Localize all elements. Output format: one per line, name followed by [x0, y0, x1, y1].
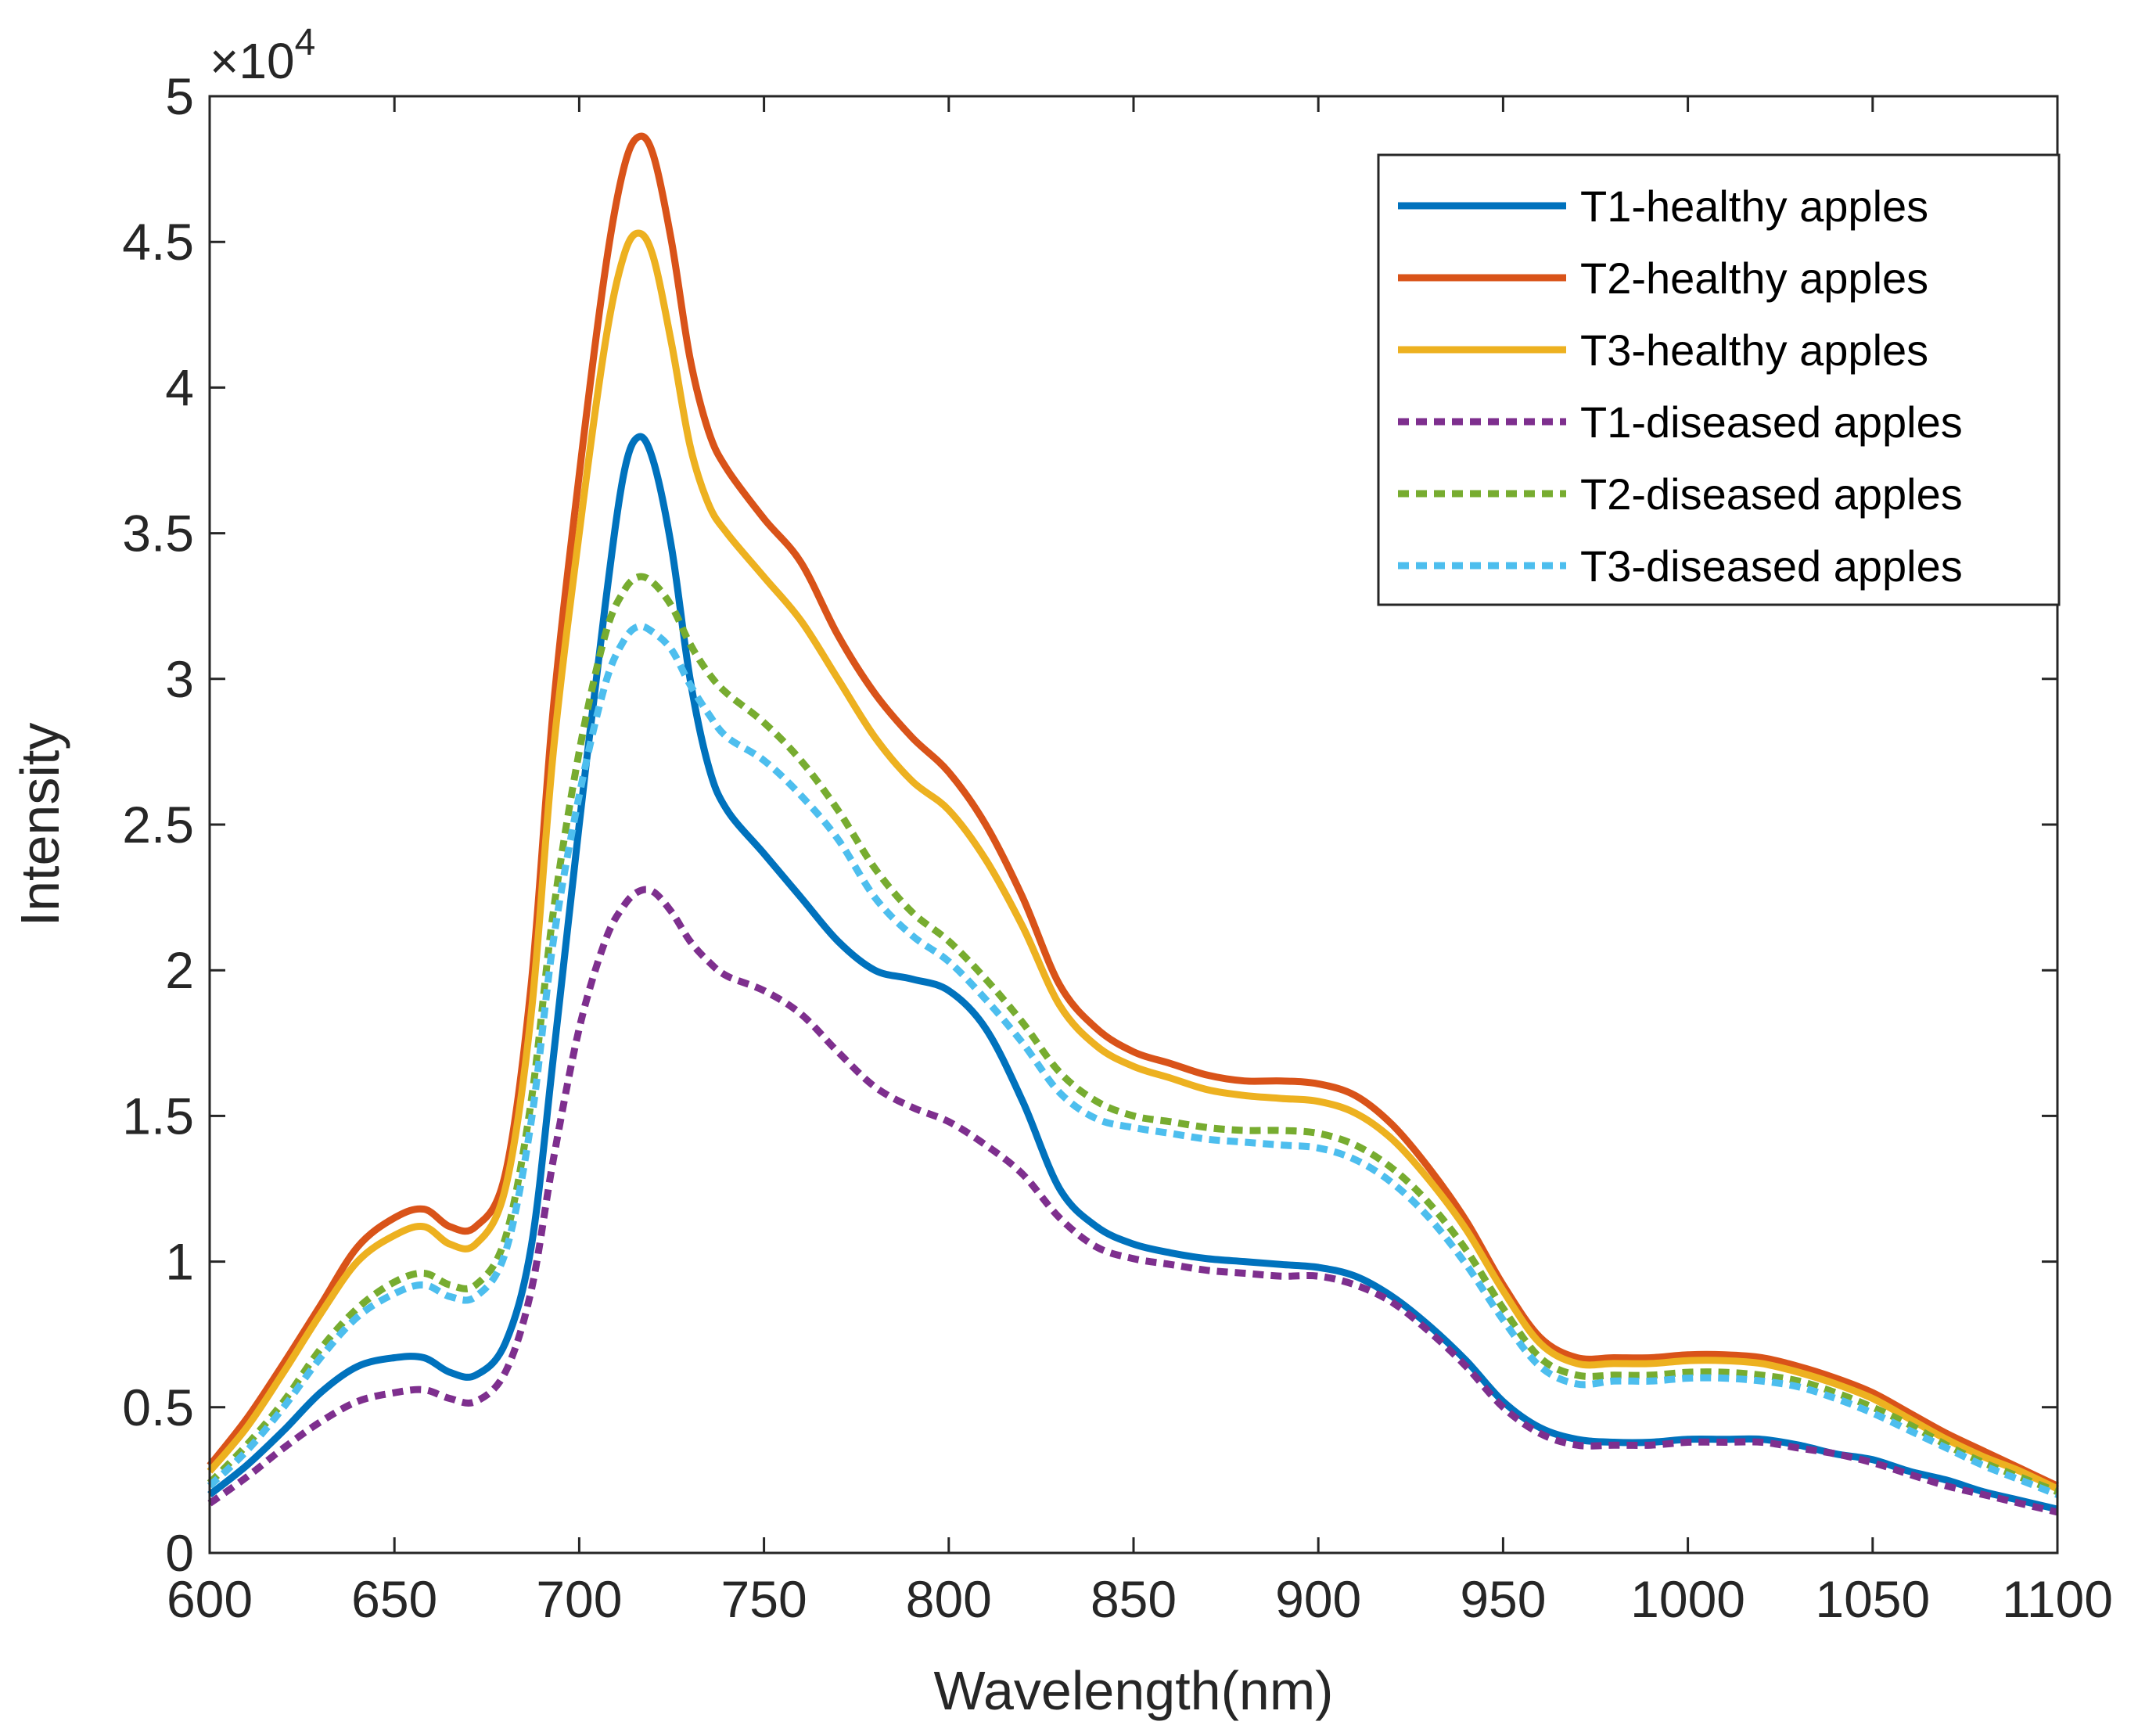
- y-tick-label: 4: [165, 358, 194, 416]
- series-line-t1-diseased-apples: [207, 886, 2059, 1516]
- x-tick-label: 750: [721, 1570, 807, 1628]
- series-line-t2-diseased-apples: [207, 573, 2059, 1495]
- x-axis-title: Wavelength(nm): [934, 1660, 1334, 1721]
- series-line-t3-diseased-apples: [207, 622, 2059, 1498]
- y-multiplier-exponent: 4: [295, 22, 316, 63]
- y-tick-label: 4.5: [122, 213, 194, 271]
- x-tick-label: 850: [1091, 1570, 1177, 1628]
- y-tick-label: 5: [165, 67, 194, 125]
- y-tick-label: 1: [165, 1233, 194, 1291]
- tick-labels: 600 650 700 750 800 850 900 950 1000 1050 1100 0 0.5…: [122, 67, 2113, 1628]
- y-multiplier-base: ×10: [210, 33, 295, 89]
- series-line-t3-healthy-apples: [207, 229, 2059, 1493]
- legend-label: T1-healthy apples: [1580, 182, 1928, 231]
- y-tick-label: 3: [165, 650, 194, 708]
- x-tick-label: 900: [1275, 1570, 1361, 1628]
- legend: T1-healthy apples T2-healthy apples T3-hea…: [1377, 153, 2061, 606]
- legend-label: T3-healthy apples: [1580, 325, 1928, 375]
- legend-label: T1-diseased apples: [1580, 397, 1963, 447]
- y-tick-label: 2: [165, 941, 194, 999]
- legend-label: T2-diseased apples: [1580, 469, 1963, 519]
- x-tick-label: 950: [1460, 1570, 1546, 1628]
- y-tick-label: 0.5: [122, 1378, 194, 1436]
- y-tick-label: 0: [165, 1524, 194, 1582]
- y-multiplier-label: ×104: [210, 22, 315, 89]
- plot-frame: [208, 95, 2059, 1554]
- y-tick-label: 3.5: [122, 505, 194, 562]
- y-axis-title: Intensity: [9, 723, 70, 927]
- legend-label: T3-diseased apples: [1580, 541, 1963, 591]
- x-tick-label: 1100: [2002, 1570, 2113, 1628]
- x-tick-label: 600: [167, 1570, 253, 1628]
- x-tick-label: 700: [536, 1570, 622, 1628]
- y-tick-label: 1.5: [122, 1087, 194, 1145]
- x-tick-label: 650: [351, 1570, 437, 1628]
- x-tick-label: 1050: [1815, 1570, 1930, 1628]
- legend-box: [1377, 153, 2061, 606]
- y-tick-label: 2.5: [122, 796, 194, 854]
- x-tick-label: 800: [906, 1570, 992, 1628]
- legend-label: T2-healthy apples: [1580, 253, 1928, 303]
- x-tick-label: 1000: [1630, 1570, 1745, 1628]
- series-lines: [207, 132, 2059, 1516]
